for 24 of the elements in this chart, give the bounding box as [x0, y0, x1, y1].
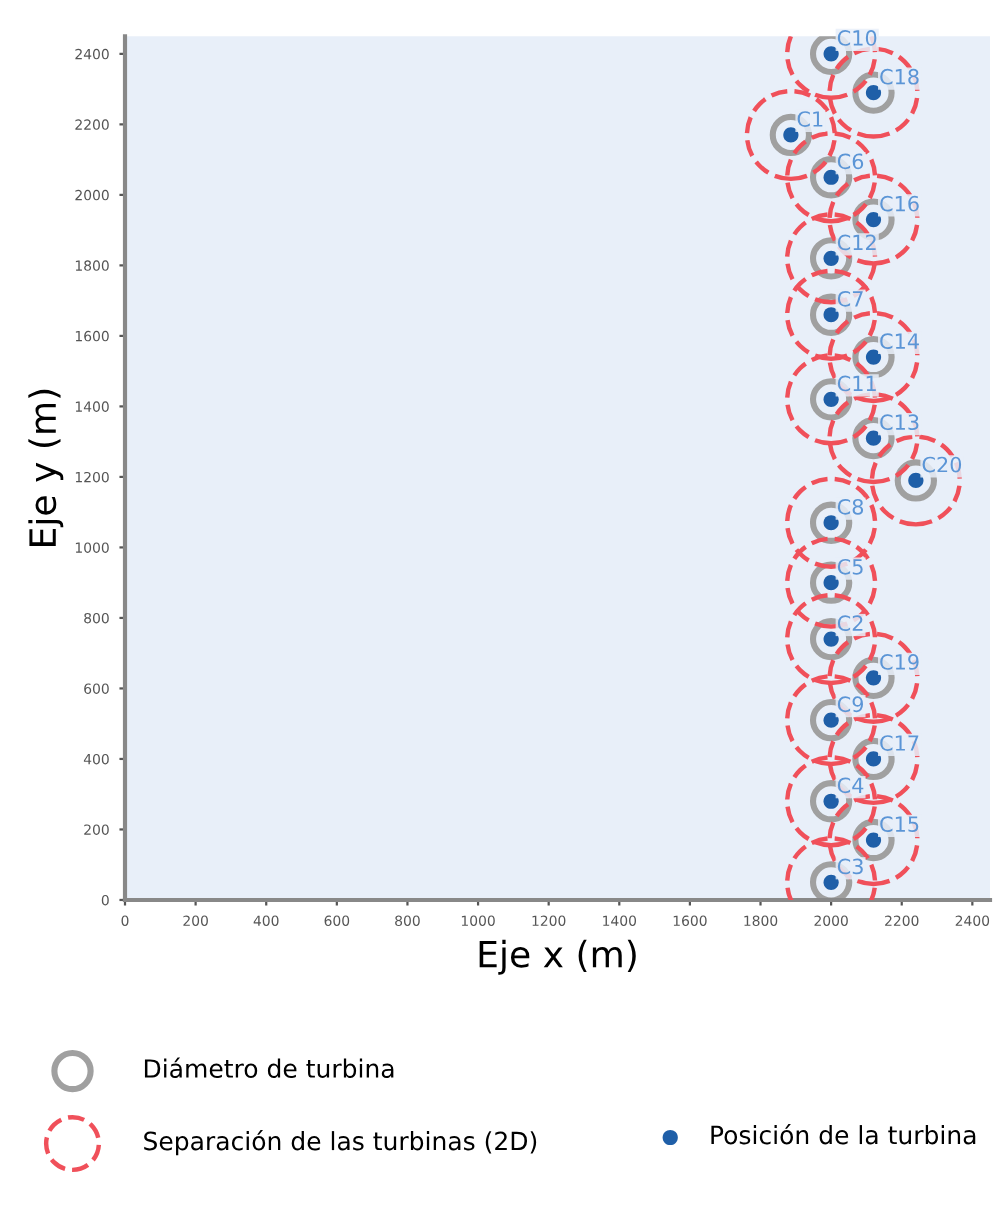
annotation: C10	[837, 30, 877, 46]
x-axis-title: Eje x (m)	[479, 939, 636, 975]
annotation: C14	[880, 333, 919, 350]
annotation: C9	[837, 696, 864, 713]
annotation: C6	[837, 153, 864, 170]
annotation: C11	[837, 375, 876, 392]
annotation: C12	[837, 234, 876, 251]
annotation: C16	[880, 195, 919, 212]
annotation: C8	[837, 498, 864, 515]
annotation: C18	[880, 68, 919, 85]
annotation: C17	[880, 735, 919, 751]
annotation: C19	[880, 654, 919, 670]
annotation: C2	[837, 615, 863, 632]
annotation: C7	[837, 290, 863, 307]
annotation: C4	[837, 777, 864, 794]
annotation: C15	[880, 816, 919, 832]
annotation: C5	[837, 558, 863, 575]
legend-label: Separación de las turbinas (2D)	[144, 1130, 537, 1156]
annotation: C20	[922, 456, 962, 473]
annotation: C1	[797, 111, 823, 127]
legend-label: Posición de la turbina	[711, 1124, 976, 1145]
legend-label: Diámetro de turbina	[144, 1057, 394, 1078]
y-axis-title: Eje y (m)	[28, 389, 64, 546]
annotation: C13	[880, 414, 919, 431]
